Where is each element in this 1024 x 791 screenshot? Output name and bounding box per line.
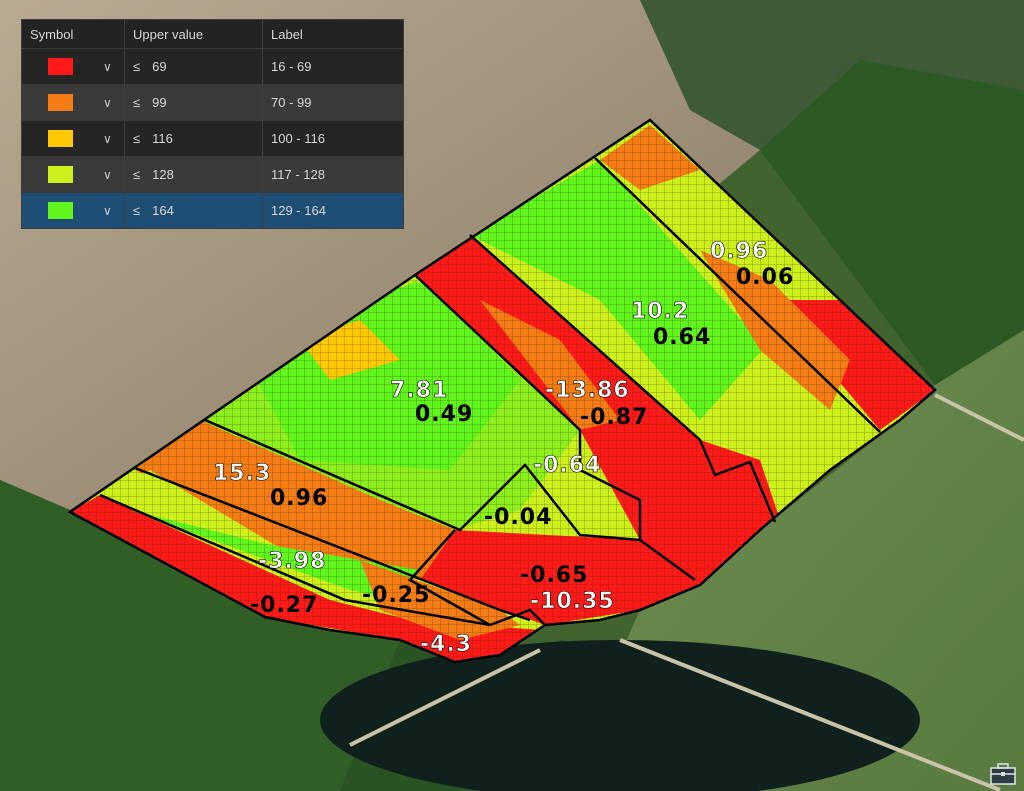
zone-label-bottom: -10.35 <box>530 589 615 614</box>
zone-label-bottom: 0.96 <box>270 486 328 511</box>
less-equal-operator: ≤ <box>133 203 141 218</box>
zone-label-top: 0.96 <box>710 239 768 264</box>
zone-label-bottom: 0.49 <box>415 402 473 427</box>
symbol-swatch[interactable] <box>48 94 73 111</box>
chevron-down-icon[interactable]: ∨ <box>103 203 112 218</box>
zone-label-bottom: -0.25 <box>362 583 430 608</box>
zone-label-top: -13.86 <box>545 378 630 403</box>
legend-header: Symbol Upper value Label <box>22 20 403 48</box>
legend-row[interactable]: ∨ ≤99 70 - 99 <box>22 84 403 120</box>
upper-value[interactable]: 69 <box>152 59 167 74</box>
less-equal-operator: ≤ <box>133 59 141 74</box>
zone-label-top: -3.98 <box>258 549 326 574</box>
class-label[interactable]: 129 - 164 <box>271 203 326 218</box>
upper-value-column-header[interactable]: Upper value <box>125 20 263 48</box>
class-label[interactable]: 100 - 116 <box>271 131 325 146</box>
chevron-down-icon[interactable]: ∨ <box>103 131 112 146</box>
symbol-swatch[interactable] <box>48 130 73 147</box>
symbol-column-header[interactable]: Symbol <box>22 20 125 48</box>
zone-label-bottom: 0.06 <box>736 265 794 290</box>
chevron-down-icon[interactable]: ∨ <box>103 59 112 74</box>
symbol-swatch[interactable] <box>48 202 73 219</box>
chevron-down-icon[interactable]: ∨ <box>103 95 112 110</box>
legend-row-selected[interactable]: ∨ ≤164 129 - 164 <box>22 192 403 228</box>
chevron-down-icon[interactable]: ∨ <box>103 167 112 182</box>
zone-label-bottom: -0.87 <box>580 405 648 430</box>
toolbox-icon[interactable] <box>990 763 1016 785</box>
zone-boundaries <box>67 118 937 664</box>
symbology-legend-table: Symbol Upper value Label ∨ ≤69 16 - 69 ∨… <box>21 19 404 229</box>
zone-label-bottom: 0.64 <box>653 325 711 350</box>
zone-label-bottom: -0.04 <box>484 505 552 530</box>
zone-label-top: 7.81 <box>390 378 448 403</box>
class-label[interactable]: 117 - 128 <box>271 167 325 182</box>
legend-row[interactable]: ∨ ≤69 16 - 69 <box>22 48 403 84</box>
class-label[interactable]: 16 - 69 <box>271 59 312 74</box>
upper-value[interactable]: 99 <box>152 95 167 110</box>
less-equal-operator: ≤ <box>133 167 141 182</box>
upper-value[interactable]: 116 <box>152 131 173 146</box>
label-column-header[interactable]: Label <box>271 26 303 42</box>
legend-row[interactable]: ∨ ≤128 117 - 128 <box>22 156 403 192</box>
zone-label-top: 10.2 <box>631 299 689 324</box>
less-equal-operator: ≤ <box>133 95 141 110</box>
zone-label: -4.3 <box>420 632 472 657</box>
upper-value[interactable]: 164 <box>152 203 174 218</box>
less-equal-operator: ≤ <box>133 131 141 146</box>
legend-row[interactable]: ∨ ≤116 100 - 116 <box>22 120 403 156</box>
zone-label-top: -0.65 <box>520 563 588 588</box>
upper-value[interactable]: 128 <box>152 167 174 182</box>
zone-label-top: 15.3 <box>213 461 271 486</box>
zone-label-top: -0.64 <box>533 453 601 478</box>
symbol-swatch[interactable] <box>48 166 73 183</box>
zone-label: -0.27 <box>250 593 318 618</box>
zone-labels: 0.96 0.06 10.2 0.64 -13.86 -0.87 7.81 0.… <box>213 239 794 658</box>
class-label[interactable]: 70 - 99 <box>271 95 312 110</box>
symbol-swatch[interactable] <box>48 58 73 75</box>
